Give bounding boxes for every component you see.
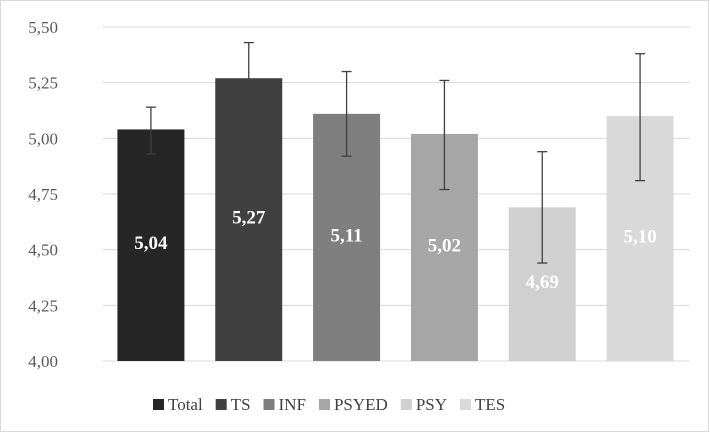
y-tick-label: 5,00: [28, 129, 58, 148]
data-labels: 5,04 5,27 5,11 5,02 4,69 5,10: [134, 208, 656, 294]
bar-total: [117, 129, 185, 361]
y-tick-label: 4,25: [28, 296, 58, 315]
legend-item-ts: TS: [215, 395, 251, 414]
legend: Total TS INF PSYED PSY TES: [153, 395, 505, 414]
y-tick-label: 4,00: [28, 352, 58, 371]
y-axis-ticks: 4,00 4,25 4,50 4,75 5,00 5,25 5,50: [28, 18, 58, 371]
error-bar-tes: [635, 53, 646, 182]
y-tick-label: 4,50: [28, 241, 58, 260]
error-bars: [145, 41, 646, 264]
legend-swatch: [263, 399, 275, 410]
legend-item-psy: PSY: [400, 395, 447, 414]
y-tick-label: 5,25: [28, 74, 58, 93]
legend-item-inf: INF: [263, 395, 306, 414]
y-tick-label: 5,50: [28, 18, 58, 37]
bars: [117, 78, 674, 362]
legend-swatch: [318, 399, 330, 410]
error-bar-psy: [537, 151, 548, 264]
gridlines: [103, 26, 690, 362]
error-bar-ts: [243, 41, 254, 117]
legend-swatch: [460, 399, 471, 410]
legend-swatch: [400, 399, 412, 410]
legend-swatch: [215, 399, 227, 410]
data-label-tes: 5,10: [623, 227, 656, 248]
data-label-ts: 5,27: [232, 208, 266, 229]
legend-label: TES: [475, 395, 505, 414]
legend-label: PSY: [416, 395, 447, 414]
legend-item-tes: TES: [460, 395, 505, 414]
legend-label: INF: [279, 395, 306, 414]
data-label-psyed: 5,02: [428, 235, 461, 256]
data-label-total: 5,04: [134, 233, 168, 254]
legend-swatch: [153, 399, 164, 410]
legend-item-total: Total: [153, 395, 203, 414]
legend-item-psyed: PSYED: [318, 395, 388, 414]
data-label-inf: 5,11: [330, 225, 362, 246]
data-label-psy: 4,69: [526, 272, 559, 293]
bar-ts: [215, 78, 283, 362]
legend-label: PSYED: [334, 395, 388, 414]
error-bar-total: [145, 106, 156, 155]
error-bar-inf: [341, 70, 352, 157]
error-bar-psyed: [439, 79, 450, 191]
legend-label: Total: [168, 395, 203, 414]
legend-label: TS: [231, 395, 251, 414]
y-tick-label: 4,75: [28, 185, 58, 204]
